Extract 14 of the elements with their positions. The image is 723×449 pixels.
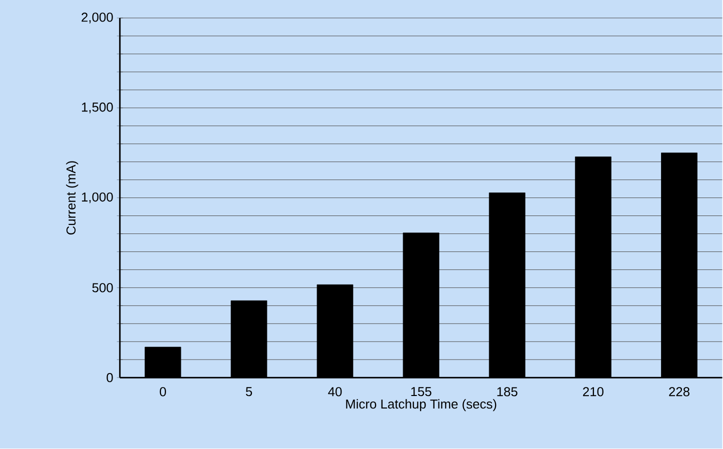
y-tick-label: 500	[92, 283, 113, 293]
y-axis-title: Current (mA)	[66, 161, 78, 235]
x-tick-label: 228	[669, 387, 690, 397]
x-axis-title: Micro Latchup Time (secs)	[346, 399, 496, 412]
x-tick-label: 40	[328, 387, 342, 397]
x-tick-label: 0	[160, 387, 166, 397]
y-tick-label: 2,000	[82, 12, 113, 24]
y-tick-label: 1,500	[82, 102, 113, 114]
x-tick-label: 155	[411, 387, 432, 396]
x-tick-label: 210	[583, 387, 604, 397]
y-tick-label: 0	[106, 373, 113, 382]
x-tick-label: 185	[497, 387, 518, 397]
y-tick-label: 1,000	[82, 192, 113, 204]
x-tick-label: 5	[246, 387, 252, 396]
